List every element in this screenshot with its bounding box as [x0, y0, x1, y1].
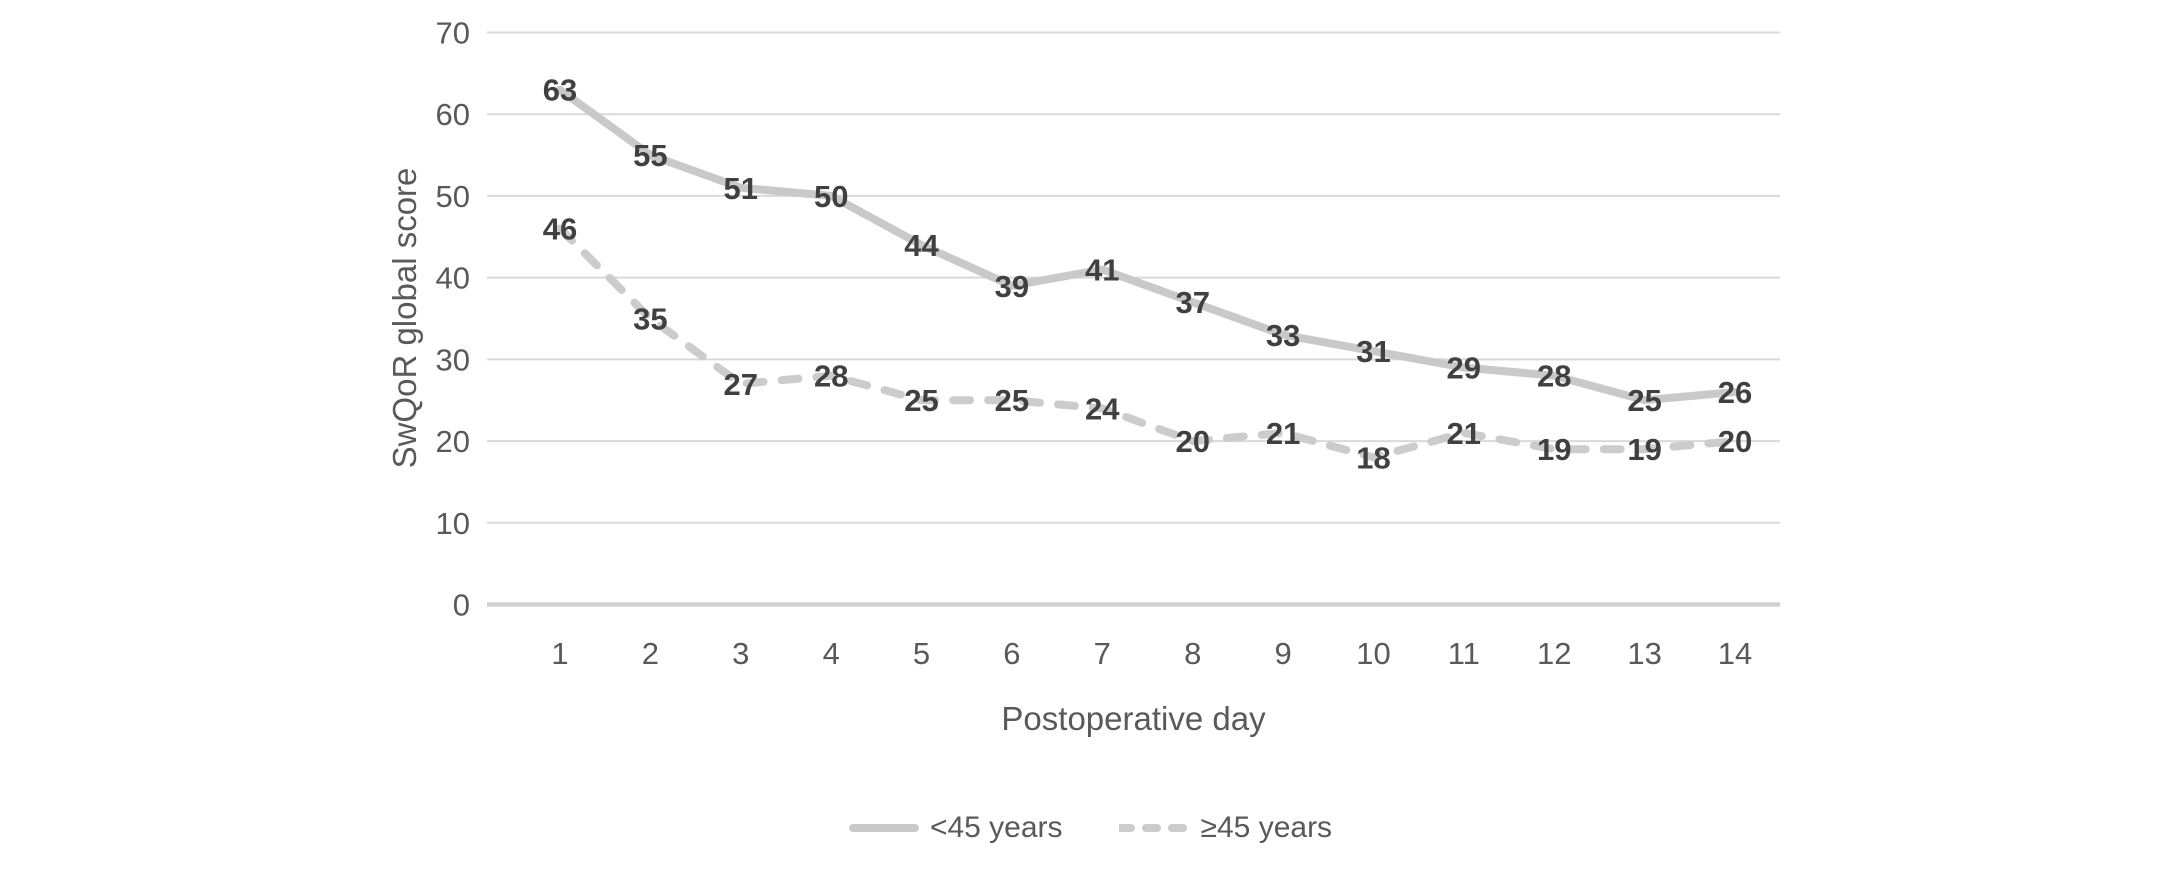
y-tick-label: 60 — [436, 97, 470, 132]
legend-label-under-45: <45 years — [929, 811, 1063, 844]
x-tick-label: 14 — [1718, 636, 1752, 671]
y-tick-label: 10 — [436, 506, 470, 541]
x-tick-label: 1 — [551, 636, 568, 671]
x-tick-label: 9 — [1274, 636, 1291, 671]
data-label: 33 — [1266, 318, 1300, 353]
series-line-solid — [556, 85, 1739, 405]
x-tick-label: 10 — [1356, 636, 1390, 671]
data-label: 18 — [1356, 440, 1390, 475]
data-label: 39 — [995, 269, 1029, 304]
legend-item-under-45: <45 years — [848, 811, 1063, 845]
x-tick-label: 6 — [1003, 636, 1020, 671]
y-tick-label: 40 — [436, 261, 470, 296]
y-tick-label: 50 — [436, 179, 470, 214]
x-tick-label: 3 — [732, 636, 749, 671]
series-line-dashed — [556, 224, 1739, 462]
y-tick-label: 0 — [453, 588, 470, 623]
x-tick-label: 4 — [823, 636, 840, 671]
data-label: 28 — [814, 359, 848, 394]
data-label: 41 — [1085, 253, 1119, 288]
data-label: 51 — [724, 171, 758, 206]
y-axis-title: SwQoR global score — [386, 167, 423, 469]
data-label: 29 — [1447, 351, 1481, 386]
dashed-line-swatch — [1118, 824, 1191, 832]
data-label: 21 — [1266, 416, 1300, 451]
data-label: 55 — [633, 138, 667, 173]
x-tick-label: 5 — [913, 636, 930, 671]
data-label: 50 — [814, 179, 848, 214]
data-label: 20 — [1718, 424, 1752, 459]
data-label: 24 — [1085, 391, 1120, 426]
data-label: 21 — [1447, 416, 1481, 451]
x-tick-label: 11 — [1448, 636, 1480, 671]
data-label: 26 — [1718, 375, 1752, 410]
legend: <45 years ≥45 years — [380, 806, 1800, 850]
data-label: 28 — [1537, 359, 1571, 394]
data-label: 25 — [995, 383, 1029, 418]
x-tick-label: 7 — [1094, 636, 1111, 671]
x-axis-title: Postoperative day — [1001, 700, 1266, 737]
x-tick-label: 8 — [1184, 636, 1201, 671]
y-tick-label: 30 — [436, 342, 470, 377]
x-tick-label: 2 — [642, 636, 659, 671]
data-label: 37 — [1175, 285, 1209, 320]
y-tick-label: 20 — [436, 424, 470, 459]
data-label: 46 — [543, 212, 577, 247]
x-tick-label: 13 — [1627, 636, 1661, 671]
data-label: 35 — [633, 302, 667, 337]
legend-item-over-45: ≥45 years — [1118, 811, 1333, 845]
data-label: 63 — [543, 73, 577, 108]
data-label: 19 — [1537, 432, 1571, 467]
y-tick-label: 70 — [436, 16, 470, 51]
data-label: 27 — [724, 367, 758, 402]
x-tick-label: 12 — [1537, 636, 1571, 671]
data-label: 25 — [1627, 383, 1661, 418]
data-label: 20 — [1175, 424, 1209, 459]
data-label: 25 — [904, 383, 938, 418]
legend-label-over-45: ≥45 years — [1200, 811, 1333, 844]
data-label: 19 — [1627, 432, 1661, 467]
data-label: 31 — [1356, 334, 1390, 369]
solid-line-swatch — [848, 824, 919, 832]
data-label: 44 — [904, 228, 939, 263]
